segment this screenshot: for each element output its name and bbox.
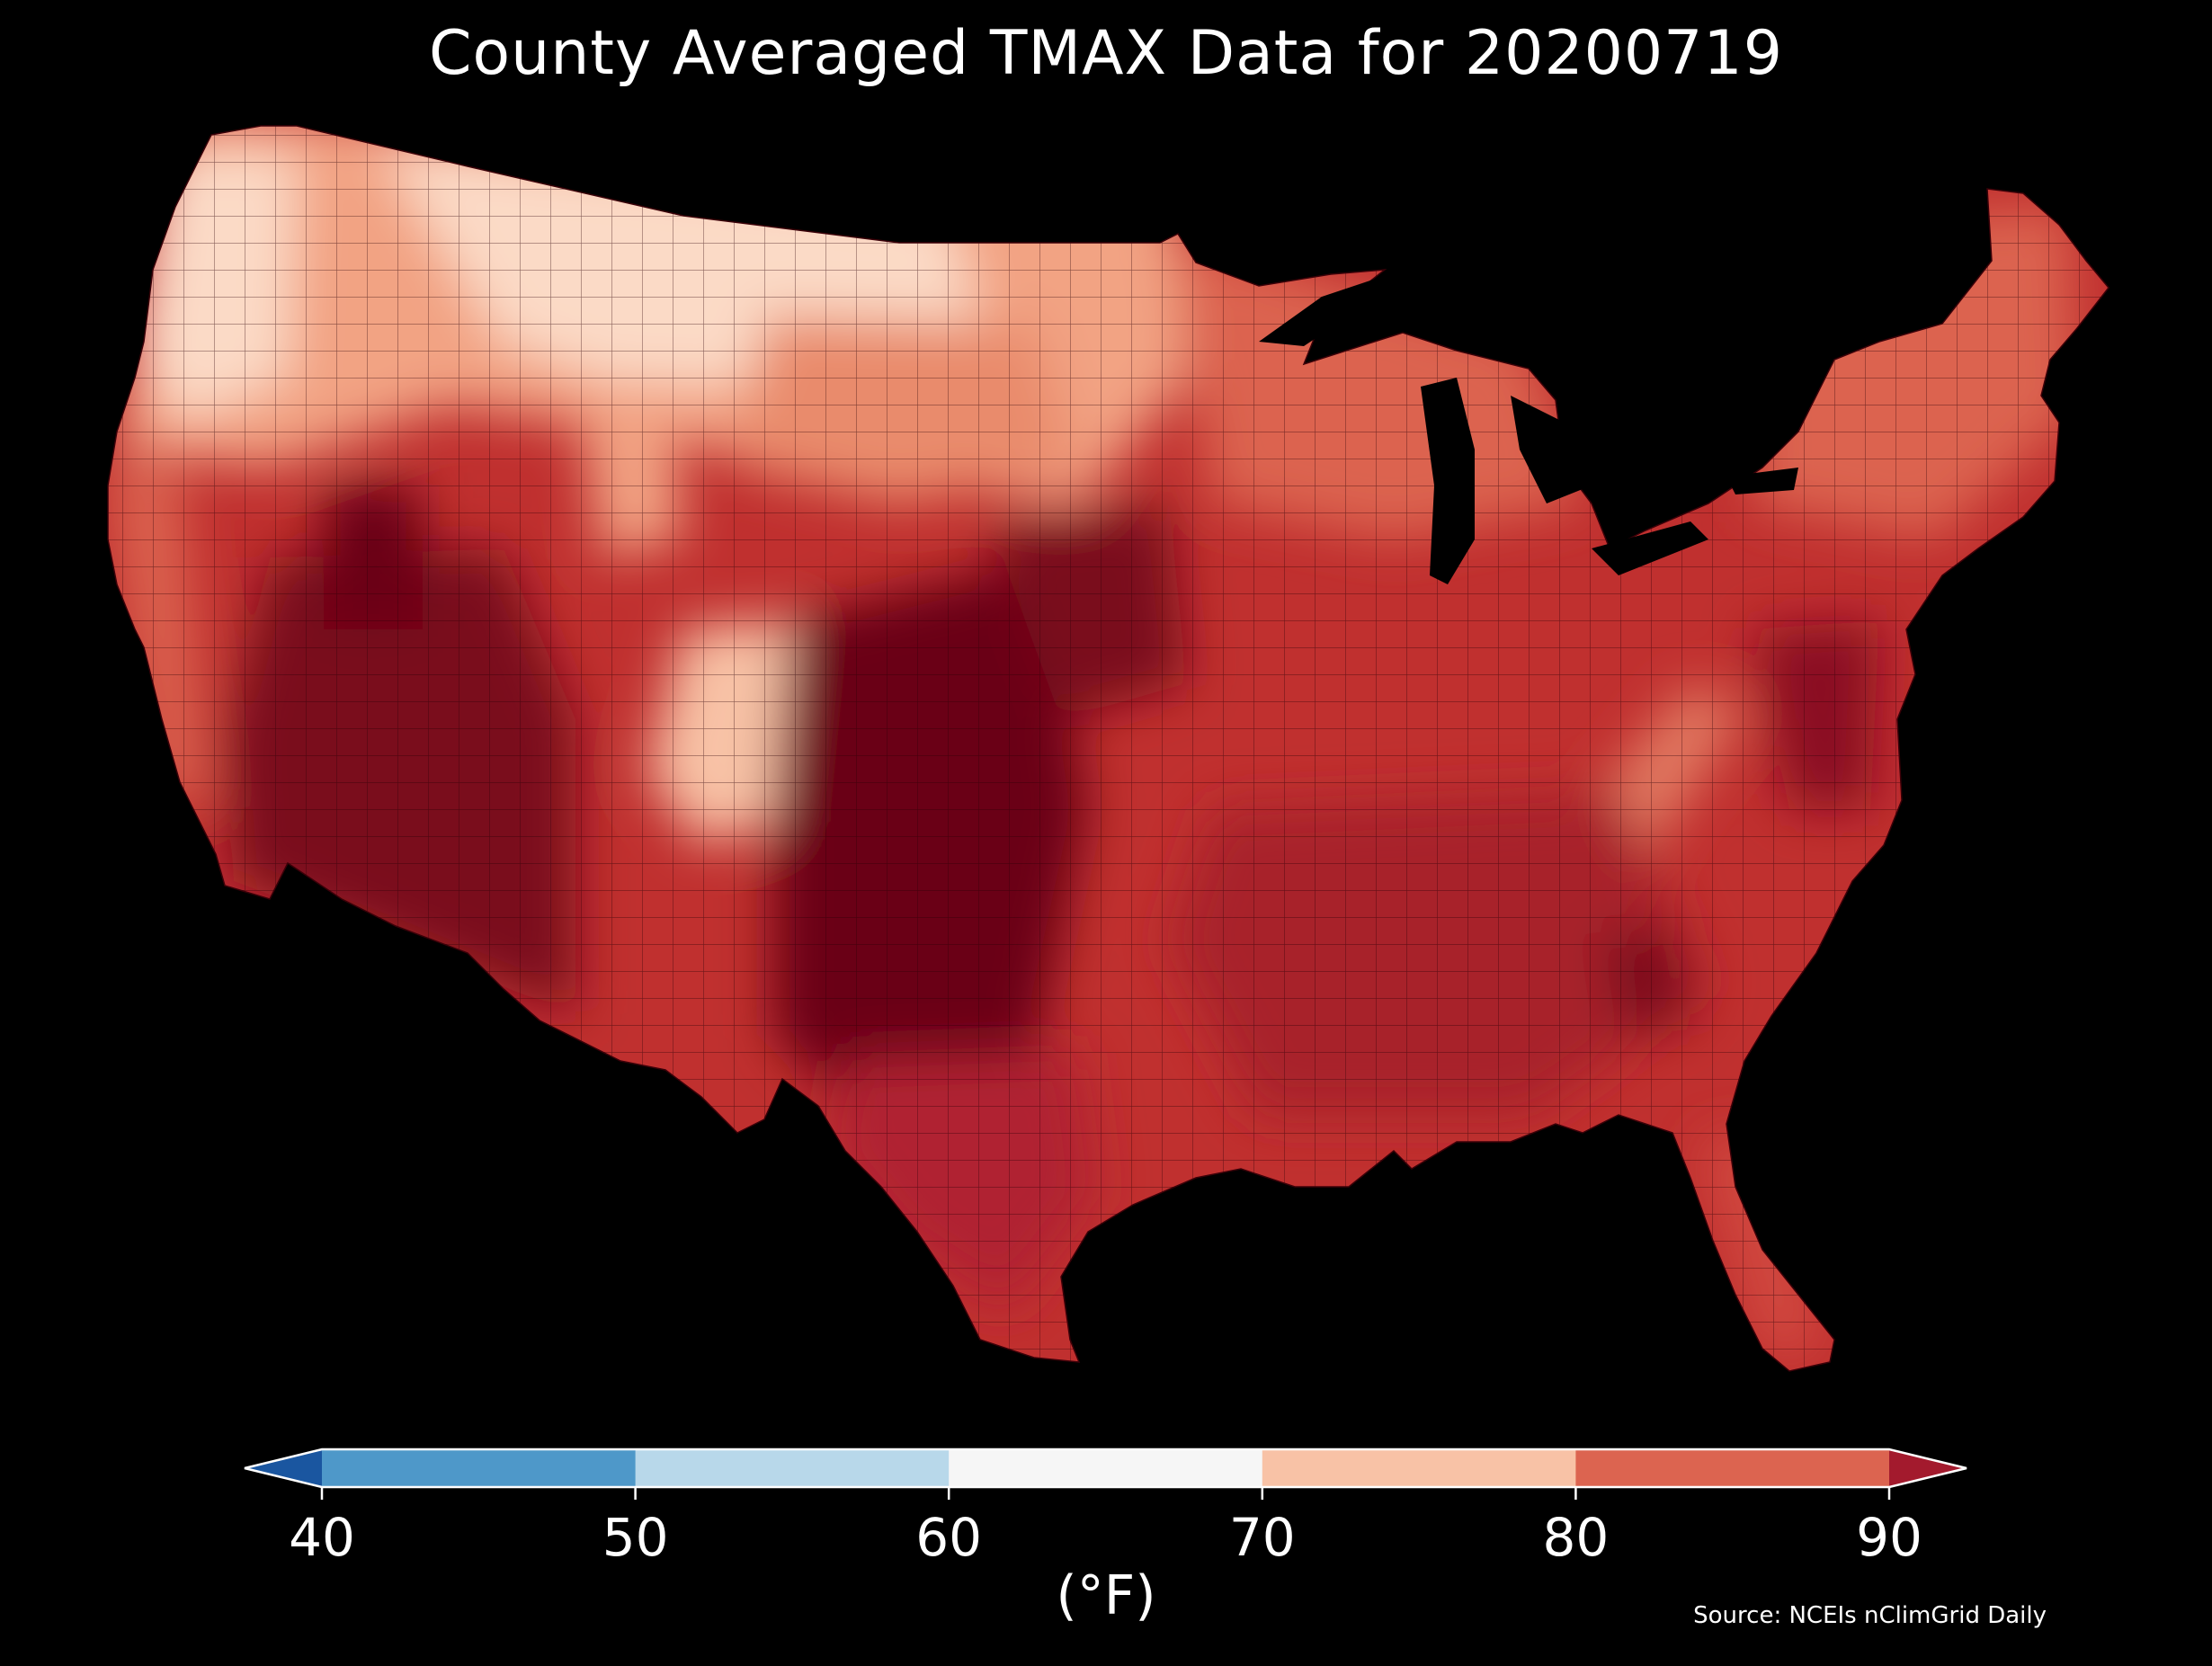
colorbar-extend-low (245, 1449, 322, 1487)
lake-ontario (1726, 468, 1798, 494)
colorbar-tick-label: 70 (1229, 1507, 1296, 1568)
map-title: County Averaged TMAX Data for 20200719 (429, 18, 1783, 89)
source-credit: Source: NCEIs nClimGrid Daily (1693, 1602, 2047, 1629)
colorbar-bin (1575, 1449, 1890, 1487)
colorbar-bin (322, 1449, 637, 1487)
colorbar-tick-label: 40 (289, 1507, 355, 1568)
lake-huron (1511, 396, 1592, 503)
lake-michigan (1421, 378, 1475, 584)
colorbar-tick-label: 50 (602, 1507, 669, 1568)
colorbar-tick-label: 90 (1856, 1507, 1922, 1568)
colorbar-tick-label: 80 (1542, 1507, 1609, 1568)
lake-erie (1592, 521, 1708, 575)
colorbar-bin (635, 1449, 950, 1487)
colorbar-tick-label: 60 (915, 1507, 982, 1568)
colorbar-bin (949, 1449, 1263, 1487)
colorbar-bin (1262, 1449, 1576, 1487)
colorbar-extend-high (1889, 1449, 1967, 1487)
colorbar-unit-label: (°F) (1056, 1564, 1156, 1627)
lake-superior (1259, 279, 1376, 346)
